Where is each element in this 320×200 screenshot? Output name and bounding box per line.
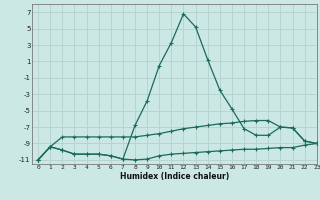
- X-axis label: Humidex (Indice chaleur): Humidex (Indice chaleur): [120, 172, 229, 181]
